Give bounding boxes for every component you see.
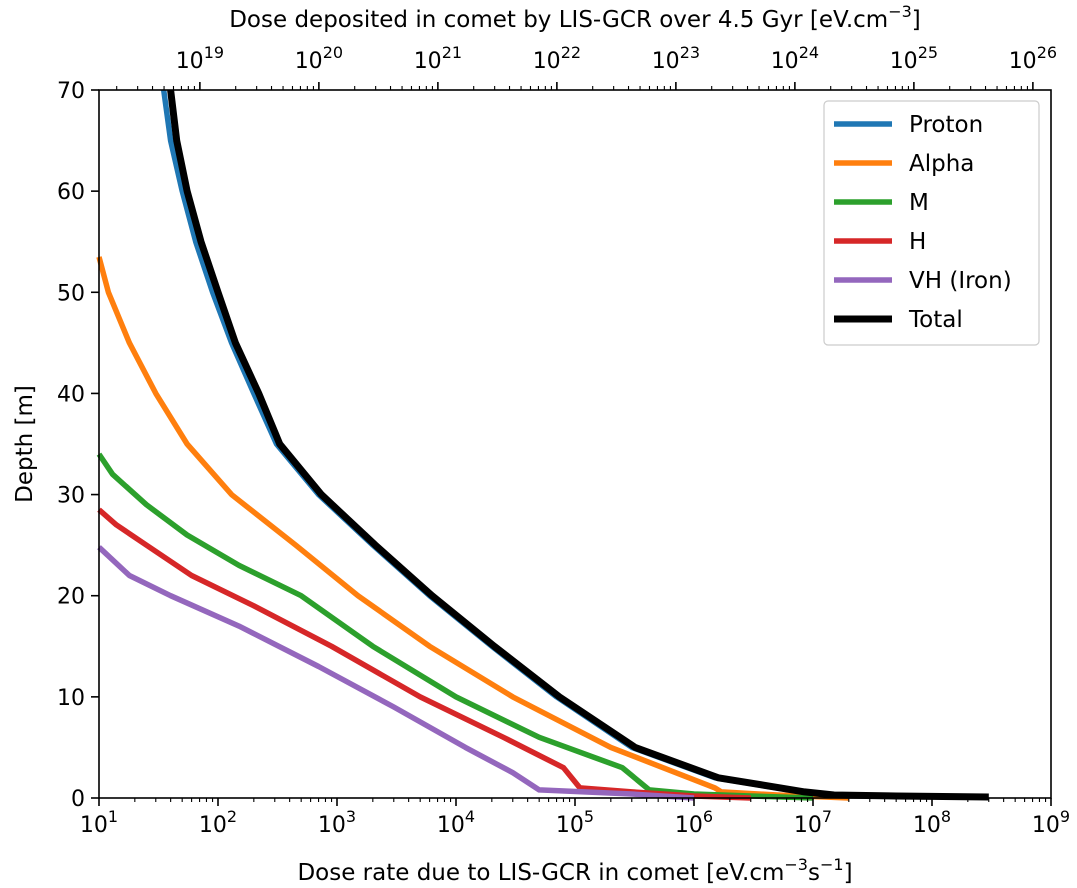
series-line-alpha: [96, 256, 849, 801]
series-layer: [96, 89, 989, 801]
series-line-m: [96, 452, 814, 801]
bottom-axis-label: Dose rate due to LIS-GCR in comet [eV.cm…: [297, 855, 852, 886]
y-tick-label: 10: [57, 686, 85, 711]
top-tick-label: 1020: [295, 43, 343, 74]
bottom-tick-label: 106: [675, 807, 713, 838]
top-tick-label: 1023: [652, 43, 700, 74]
top-tick-label: 1021: [414, 43, 462, 74]
bottom-tick-label: 108: [913, 807, 951, 838]
legend-label: M: [909, 190, 929, 216]
bottom-tick-label: 101: [80, 807, 118, 838]
y-tick-label: 20: [57, 585, 85, 610]
legend: Proton Alpha MH VH (Iron) Total: [823, 100, 1040, 346]
top-axis: 1019 1020 1021 1022 1023 1024 1025 1026: [116, 43, 1057, 90]
bottom-tick-label: 104: [437, 807, 475, 838]
legend-label: Alpha: [909, 151, 974, 177]
top-tick-label: 1019: [176, 43, 224, 74]
series-line-total: [167, 89, 989, 801]
legend-label: Proton: [909, 112, 983, 138]
bottom-tick-label: 102: [199, 807, 237, 838]
y-axis-label: Depth [m]: [12, 385, 38, 503]
bottom-tick-label: 107: [794, 807, 832, 838]
legend-label: Total: [908, 307, 963, 333]
top-tick-label: 1022: [533, 43, 581, 74]
y-axis: 0 10 20 30 40 50 60 70: [57, 79, 99, 812]
bottom-tick-label: 109: [1032, 807, 1070, 838]
y-tick-label: 40: [57, 382, 85, 407]
legend-label: VH (Iron): [909, 268, 1012, 294]
top-tick-label: 1024: [771, 43, 819, 74]
legend-items: Proton Alpha MH VH (Iron) Total: [834, 112, 1012, 333]
top-tick-label: 1025: [890, 43, 938, 74]
bottom-tick-label: 103: [318, 807, 356, 838]
y-tick-label: 60: [57, 180, 85, 205]
legend-label: H: [909, 229, 926, 255]
top-axis-label: Dose deposited in comet by LIS-GCR over …: [229, 2, 921, 33]
top-tick-label: 1026: [1009, 43, 1057, 74]
series-line-vh-iron: [97, 545, 695, 801]
y-tick-label: 50: [57, 281, 85, 306]
y-tick-label: 30: [57, 484, 85, 509]
y-tick-label: 70: [57, 79, 85, 104]
bottom-tick-label: 105: [556, 807, 594, 838]
y-tick-label: 0: [71, 787, 85, 812]
bottom-axis: 101 102 103 104 105 106 107 108 109: [80, 798, 1070, 838]
